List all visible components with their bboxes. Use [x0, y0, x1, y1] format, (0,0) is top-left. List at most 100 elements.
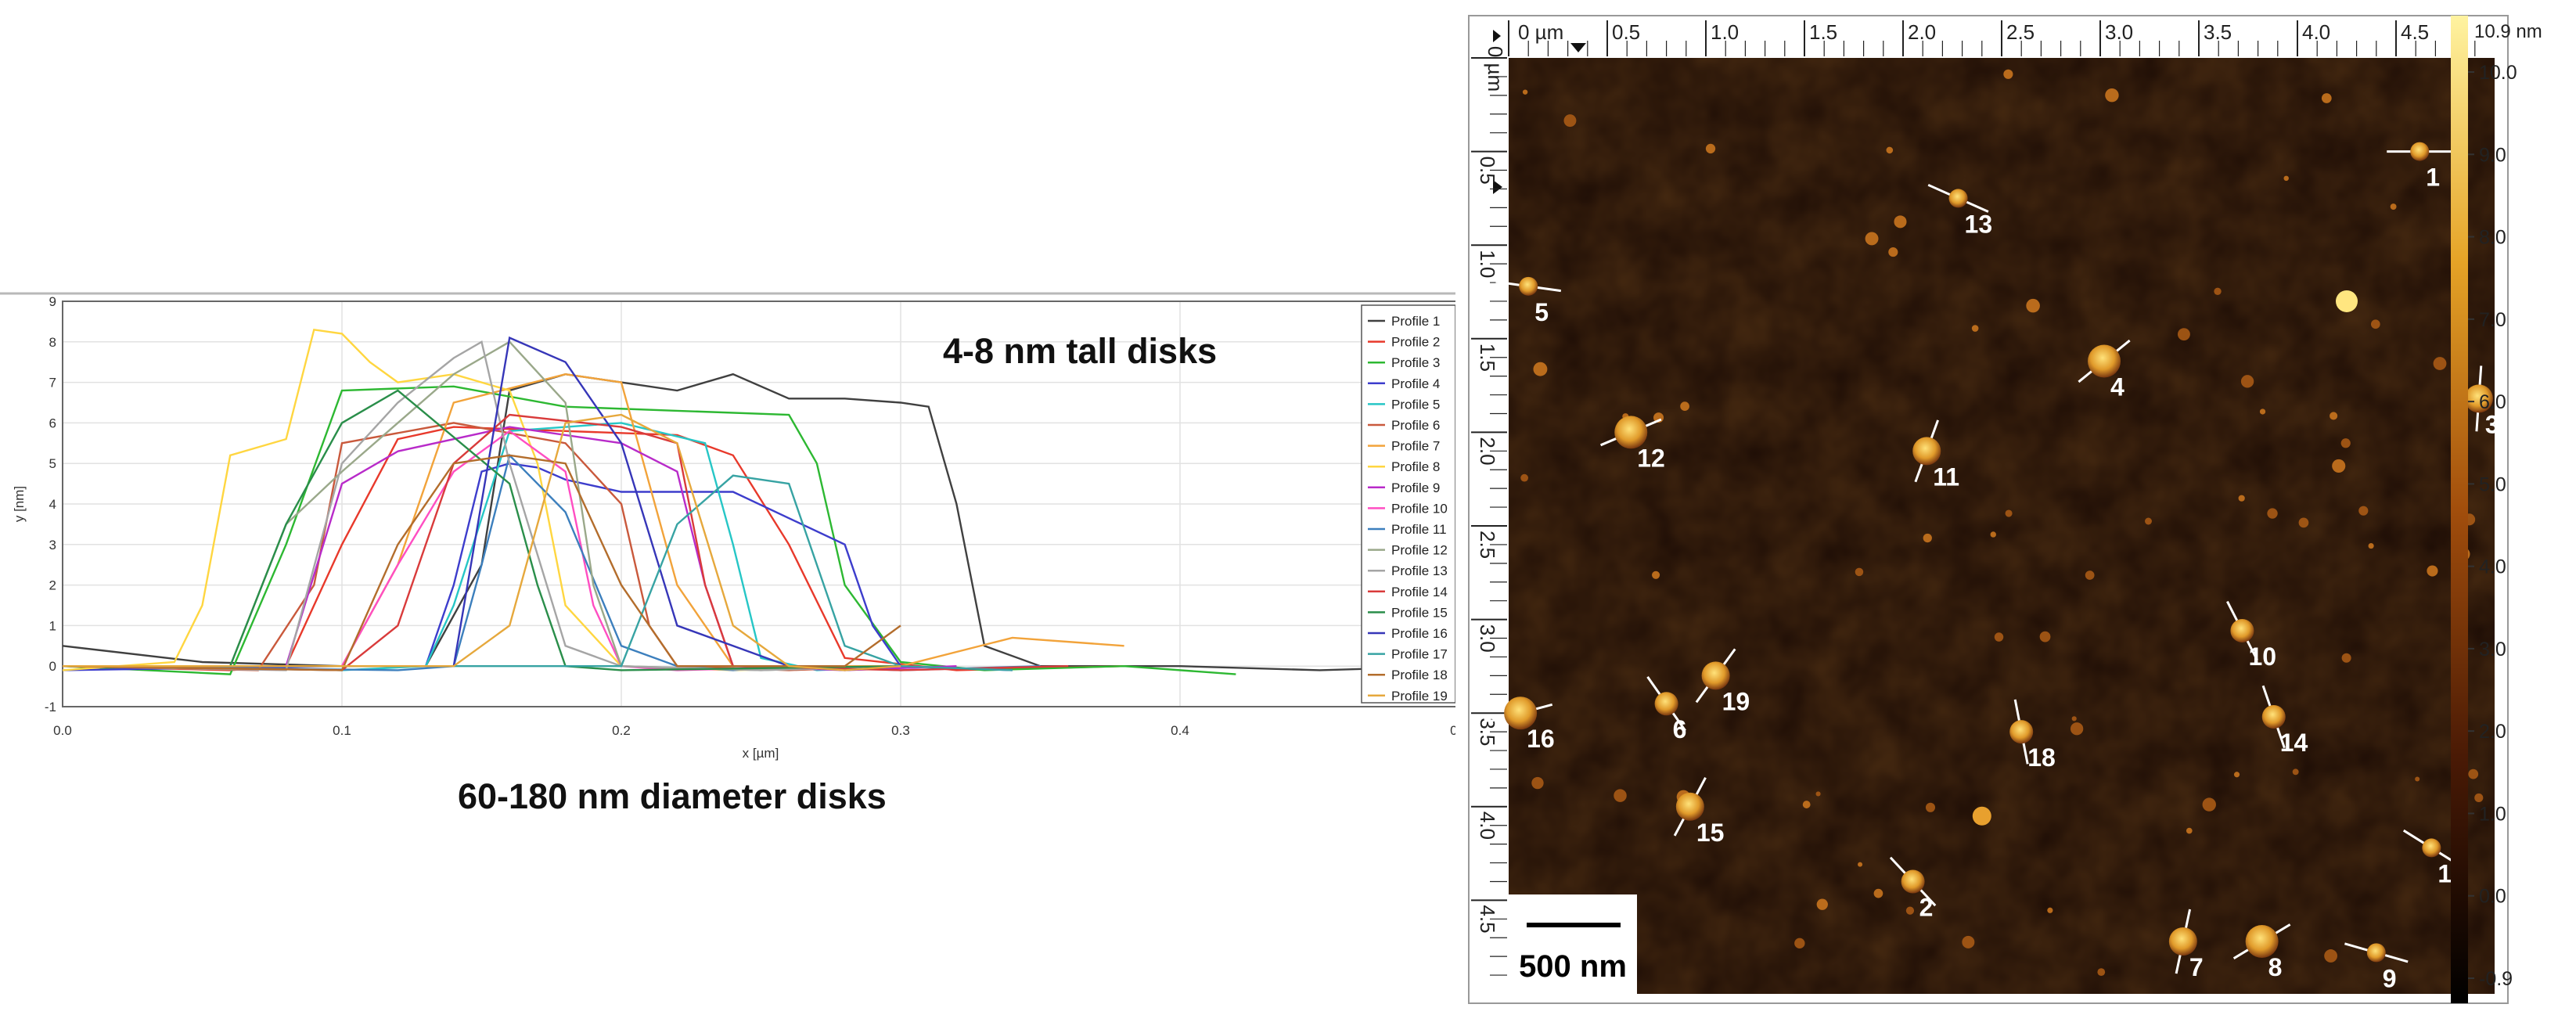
colorbar-tick-label: 3.0	[2479, 639, 2506, 660]
background-particle	[1815, 791, 1821, 797]
background-particle	[2283, 175, 2289, 182]
x-ruler-label: 3.0	[2105, 20, 2133, 44]
y-ruler-label: 4.0	[1476, 812, 1499, 840]
background-particle	[2240, 375, 2254, 388]
y-tick-label: -1	[45, 700, 56, 714]
background-particle	[1614, 789, 1627, 802]
background-particle	[2003, 69, 2013, 79]
afm-labeled-particles: 12345678910111213141516171819	[1488, 142, 2499, 992]
cursor-marker-left-icon	[1493, 180, 1502, 194]
background-particle	[1990, 531, 1996, 538]
background-particle	[1971, 325, 1979, 332]
background-particle	[2341, 653, 2351, 663]
background-particle	[2097, 968, 2106, 976]
background-particle	[1533, 362, 1548, 376]
particle-label: 8	[2268, 953, 2283, 981]
background-particle	[1522, 89, 1528, 95]
x-ruler-label: 1.0	[1711, 20, 1739, 44]
particle-label: 3	[2485, 410, 2499, 438]
y-ruler-label: 1.0	[1476, 250, 1499, 278]
particle-17	[2422, 838, 2441, 858]
colorbar-tick-label: 8.0	[2479, 227, 2506, 249]
legend-entry: Profile 15	[1391, 605, 1448, 620]
series-line-13	[62, 340, 901, 671]
legend-entry: Profile 3	[1391, 355, 1440, 370]
x-ruler-label: 2.5	[2006, 20, 2035, 44]
particle-2	[1901, 869, 1925, 894]
x-ruler-label: 1.5	[1809, 20, 1837, 44]
x-tick-label: 0.2	[612, 723, 631, 738]
colorbar-tick-label: 9.0	[2479, 144, 2506, 166]
legend-entry: Profile 7	[1391, 439, 1440, 454]
series-line-15	[63, 389, 901, 671]
background-particle	[1858, 862, 1863, 867]
particle-label: 13	[1965, 210, 1993, 238]
particle-13	[1948, 189, 1968, 208]
x-ruler-label: 4.0	[2302, 20, 2330, 44]
background-particle	[1705, 143, 1716, 154]
plot-ticks: -1 0 1 2 3 4 5 6 7 8 9 0.0 0.1 0.2 0.3 0.4 0.5	[45, 294, 1455, 738]
colorbar-tick-label: 10.0	[2479, 62, 2517, 84]
particle-label: 9	[2383, 964, 2397, 992]
legend-entry: Profile 9	[1391, 481, 1440, 495]
legend-entry: Profile 17	[1391, 647, 1448, 662]
afm-y-ruler: 0.5 1.0 1.5 2.0 2.5 3.0 3.5 4.0 4.5	[1471, 57, 1507, 976]
background-particle	[2177, 328, 2190, 341]
particle-7	[2168, 927, 2197, 956]
particle-16	[1504, 696, 1538, 730]
colorbar-max-label: 10.9 nm	[2474, 21, 2542, 42]
series-line-8	[62, 328, 901, 671]
particle-5	[1519, 276, 1538, 296]
afm-x-ruler: 0.5 1.0 1.5 2.0 2.5 3.0 3.5 4.0 4.5	[1508, 20, 2476, 56]
x-tick-label: 0.4	[1171, 723, 1189, 738]
annotation-height: 4-8 nm tall disks	[943, 331, 1217, 371]
y-tick-label: 8	[49, 335, 56, 350]
particle-1	[2410, 142, 2430, 161]
background-particle	[2298, 517, 2309, 528]
background-particle	[2085, 570, 2095, 580]
particle-label: 6	[1673, 715, 1687, 743]
background-particle	[2390, 203, 2397, 210]
legend-entry: Profile 14	[1391, 585, 1448, 599]
background-particle	[2233, 772, 2240, 778]
legend-entry: Profile 12	[1391, 543, 1448, 558]
background-particle	[2026, 298, 2040, 313]
background-particle	[2336, 290, 2358, 312]
legend-entry: Profile 5	[1391, 397, 1440, 412]
colorbar-ticks: 10.0 9.0 8.0 7.0 6.0 5.0 4.0 3.0 2.0 1.0 0.0 -0.9	[2468, 62, 2517, 990]
background-particle	[2214, 287, 2222, 296]
background-particle	[2368, 542, 2374, 549]
y-tick-label: 0	[49, 659, 56, 674]
series-line-6	[62, 422, 901, 671]
background-particle	[2071, 716, 2077, 722]
y-tick-label: 6	[49, 416, 56, 430]
background-particle	[2259, 409, 2266, 415]
series-line-4	[62, 462, 1013, 671]
y-ruler-label: 4.5	[1476, 905, 1499, 933]
particle-label: 19	[1722, 687, 1750, 715]
background-particle	[2433, 357, 2447, 370]
particle-label: 5	[1534, 298, 1549, 326]
particle-6	[1654, 692, 1678, 716]
particle-label: 10	[2248, 642, 2276, 671]
plot-series	[62, 328, 1455, 675]
colorbar-tick-label: 4.0	[2479, 556, 2506, 578]
legend-entry: Profile 8	[1391, 459, 1440, 474]
legend-entry: Profile 2	[1391, 335, 1440, 350]
afm-outer-border	[1468, 15, 2509, 1004]
particle-19	[1701, 661, 1730, 690]
background-particle	[2330, 412, 2338, 420]
background-particle	[2358, 506, 2369, 516]
x-ruler-label: 3.5	[2204, 20, 2232, 44]
legend-entry: Profile 13	[1391, 563, 1448, 578]
y-tick-label: 5	[49, 456, 56, 471]
x-tick-label: 0.0	[53, 723, 72, 738]
background-particle	[1865, 232, 1879, 246]
background-particle	[2186, 827, 2193, 834]
series-line-1	[62, 373, 1455, 671]
colorbar-tick-label: 1.0	[2479, 803, 2506, 825]
colorbar-tick-label: 5.0	[2479, 473, 2506, 495]
background-particle	[2105, 88, 2119, 103]
afm-image-panel: 0.5 1.0 1.5 2.0 2.5 3.0 3.5 4.0 4.5 0.5 1.0 1.5 2.0…	[1465, 0, 2576, 1015]
y-ruler-label: 0.5	[1476, 157, 1499, 185]
